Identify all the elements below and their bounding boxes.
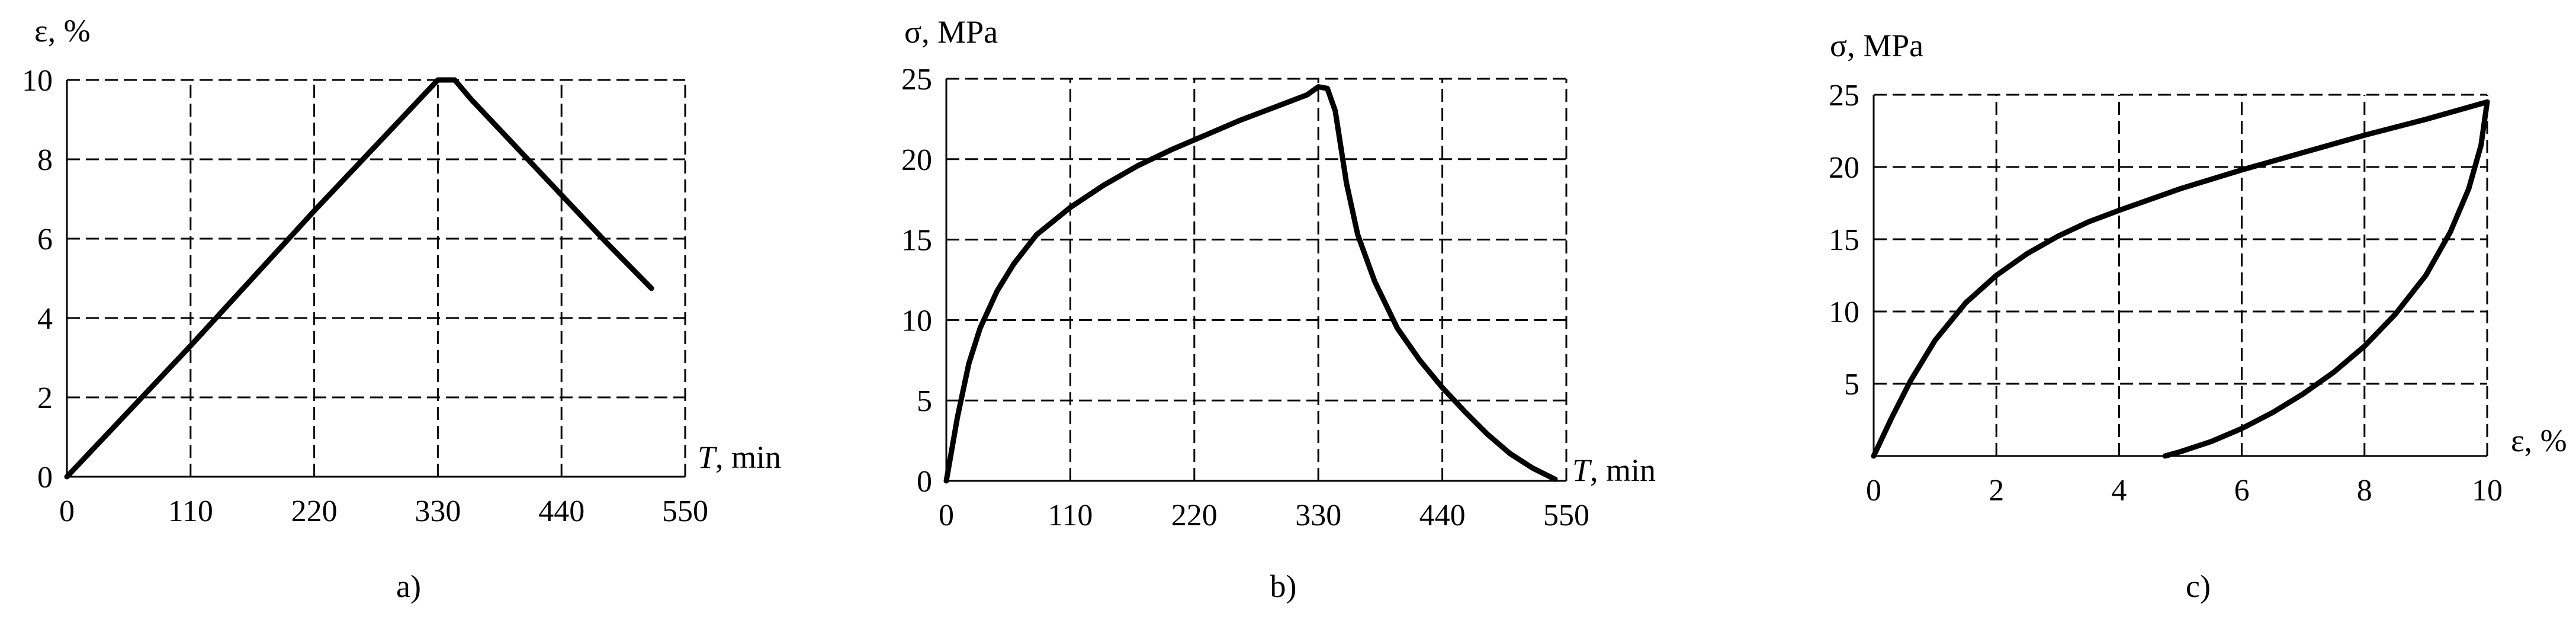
y-tick-label-c-0: 5 [1844,368,1859,402]
x-tick-label-a-3: 330 [415,494,461,528]
y-axis-label-a: ε, % [34,13,91,49]
x-tick-label-c-0: 0 [1866,474,1881,508]
y-tick-label-c-3: 20 [1829,151,1859,185]
y-tick-label-c-2: 15 [1829,223,1859,257]
chart-panel-a: 0 110 220 330 440 550 0 2 4 6 8 10 ε, % T, min a) [22,13,781,604]
x-axis-label-unit-b: , min [1590,452,1656,488]
y-tick-label-b-2: 10 [901,304,932,338]
x-tick-label-b-5: 550 [1543,499,1589,532]
y-tick-label-b-4: 20 [901,143,932,177]
series-line-c-1 [2162,99,2490,459]
x-axis-label-b: T, min [1572,452,1656,488]
x-tick-label-c-2: 4 [2111,474,2127,508]
y-tick-label-c-4: 25 [1829,79,1859,113]
y-tick-label-b-1: 5 [917,384,932,418]
y-tick-label-b-3: 15 [901,224,932,258]
x-tick-label-a-4: 440 [538,494,584,528]
chart-panel-c: 0 2 4 6 8 10 5 10 15 20 25 σ, MPa ε, % c) [1829,28,2567,604]
y-axis-label-c: σ, MPa [1830,28,1923,63]
x-tick-label-a-2: 220 [291,494,338,528]
y-tick-label-a-1: 2 [37,381,53,415]
x-tick-label-b-2: 220 [1171,499,1218,532]
x-tick-label-a-0: 0 [59,494,75,528]
x-tick-label-b-1: 110 [1048,499,1093,532]
y-tick-label-c-1: 10 [1829,296,1859,329]
series-line-a-0 [64,77,654,480]
y-tick-label-a-3: 6 [37,223,53,256]
y-tick-label-a-4: 8 [37,143,53,177]
x-tick-label-b-4: 440 [1419,499,1466,532]
y-tick-label-a-5: 10 [22,64,53,98]
x-axis-label-c: ε, % [2511,423,2567,458]
x-tick-label-b-3: 330 [1295,499,1341,532]
y-tick-label-a-0: 0 [37,461,53,494]
y-tick-label-a-2: 4 [37,302,53,336]
x-tick-label-c-3: 6 [2234,474,2250,508]
x-axis-label-a: T, min [698,439,781,475]
y-tick-label-b-0: 0 [917,465,932,499]
x-axis-label-unit-a: , min [715,439,781,475]
y-tick-label-b-5: 25 [901,63,932,97]
x-axis-label-symbol-b: T [1572,452,1592,488]
panel-label-a: a) [396,569,421,604]
x-tick-label-b-0: 0 [939,499,954,532]
x-tick-label-c-1: 2 [1989,474,2004,508]
x-tick-label-a-5: 550 [662,494,708,528]
chart-panel-b: 0 110 220 330 440 550 0 5 10 15 20 25 σ, MPa T, min b) [901,14,1656,604]
series-line-b-0 [943,84,1558,484]
x-tick-label-a-1: 110 [168,494,213,528]
x-axis-label-symbol-a: T [698,439,718,475]
x-tick-label-c-5: 10 [2472,474,2503,508]
panel-label-c: c) [2186,569,2211,604]
x-tick-label-c-4: 8 [2357,474,2372,508]
panel-label-b: b) [1270,569,1297,604]
y-axis-label-b: σ, MPa [904,14,998,50]
series-line-c-0 [1871,99,2490,459]
